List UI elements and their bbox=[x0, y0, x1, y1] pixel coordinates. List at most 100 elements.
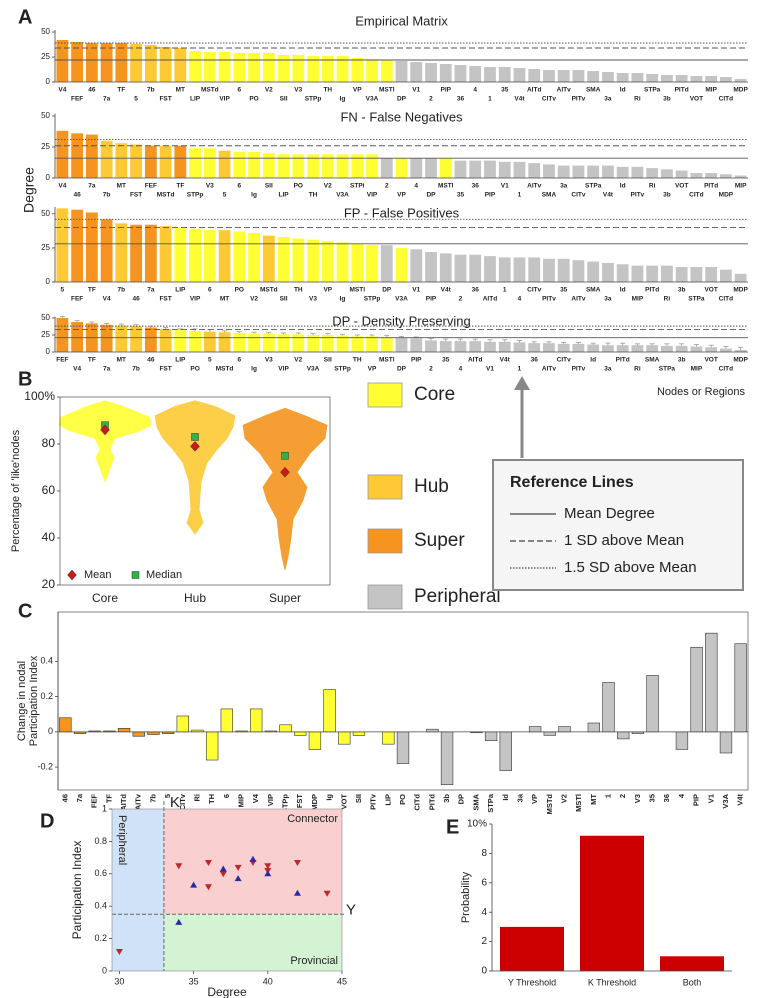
x-tick-label: AITv bbox=[134, 793, 143, 810]
point bbox=[323, 890, 331, 897]
x-tick-label: V4 bbox=[58, 87, 66, 94]
bar bbox=[616, 73, 629, 82]
bar bbox=[705, 173, 718, 178]
bar bbox=[454, 160, 467, 178]
bar bbox=[174, 145, 187, 178]
mean-marker bbox=[190, 440, 200, 452]
y-tick-label: 0 bbox=[46, 77, 51, 86]
median-marker bbox=[191, 433, 199, 441]
bar bbox=[528, 343, 541, 352]
bar bbox=[513, 68, 526, 82]
x-tick-label: 35 bbox=[501, 87, 509, 94]
x-tick-label: 36 bbox=[531, 357, 539, 364]
x-tick-label: MSTd bbox=[260, 287, 278, 294]
x-tick-label: V3 bbox=[265, 357, 273, 364]
y-tick-label: 6 bbox=[481, 877, 487, 888]
x-tick-label: CITd bbox=[719, 96, 733, 103]
bar bbox=[705, 267, 718, 282]
y-tick-label: 0 bbox=[46, 277, 51, 286]
bar bbox=[203, 52, 216, 82]
x-tick-label: 4 bbox=[459, 366, 463, 373]
bar bbox=[366, 336, 378, 352]
y-tick-label: 0.2 bbox=[94, 933, 107, 943]
legend-swatch bbox=[367, 528, 403, 554]
x-tick-label: LIP bbox=[190, 96, 201, 103]
bar bbox=[233, 231, 246, 282]
x-tick-label: LIP bbox=[175, 357, 186, 364]
bar bbox=[336, 242, 349, 282]
bar bbox=[498, 67, 511, 82]
bar bbox=[277, 237, 290, 282]
x-tick-label: PIP bbox=[485, 192, 496, 199]
x-tick-label: STPp bbox=[364, 296, 381, 303]
bar bbox=[543, 258, 555, 282]
bar bbox=[159, 47, 172, 82]
bar bbox=[543, 164, 555, 178]
bar bbox=[425, 63, 437, 82]
y-tick-label: 0.8 bbox=[94, 836, 107, 846]
bar bbox=[719, 269, 732, 282]
bar bbox=[336, 154, 349, 178]
bar bbox=[277, 334, 290, 352]
bar bbox=[469, 254, 482, 282]
y-tick-label: 100% bbox=[24, 389, 55, 403]
bar bbox=[130, 44, 142, 82]
x-tick-label: Ig bbox=[251, 366, 257, 373]
bar bbox=[380, 60, 393, 82]
x-tick-label: 5 bbox=[208, 357, 212, 364]
point bbox=[175, 863, 183, 870]
x-tick-label: FST bbox=[159, 296, 171, 303]
bar bbox=[100, 140, 113, 178]
bar bbox=[56, 208, 69, 282]
panel-letter: A bbox=[18, 6, 32, 28]
x-tick-label: PITv bbox=[369, 793, 378, 810]
bar bbox=[380, 245, 393, 282]
x-tick-label: TH bbox=[323, 87, 332, 94]
x-tick-label: MDP bbox=[733, 357, 748, 364]
bar bbox=[528, 163, 541, 178]
bar bbox=[631, 73, 644, 82]
y-tick-label: 0 bbox=[46, 347, 51, 356]
bar bbox=[631, 345, 644, 352]
bar bbox=[439, 341, 452, 352]
region-label: Provincial bbox=[290, 955, 338, 967]
x-tick-label: 3a bbox=[604, 96, 612, 103]
bar bbox=[616, 166, 629, 178]
x-tick-label: V3 bbox=[206, 183, 214, 190]
bar bbox=[484, 160, 496, 178]
x-tick-label: V4t bbox=[514, 96, 525, 103]
y-tick-label: 0 bbox=[46, 173, 51, 182]
x-tick-label: V2 bbox=[294, 357, 302, 364]
x-tick-label: TH bbox=[309, 192, 318, 199]
x-tick-label: SMA bbox=[586, 87, 601, 94]
bar bbox=[248, 232, 260, 282]
bar bbox=[690, 76, 703, 82]
reference-label: 1 SD above Mean bbox=[564, 532, 684, 549]
x-tick-label: Id bbox=[620, 183, 626, 190]
x-tick-label: Ig bbox=[251, 192, 257, 199]
bar bbox=[262, 235, 275, 282]
y-tick-label: 50 bbox=[41, 313, 50, 322]
x-tick-label: Ig bbox=[325, 794, 334, 801]
x-tick-label: 1 bbox=[518, 366, 522, 373]
bar bbox=[528, 69, 541, 82]
bar bbox=[248, 53, 260, 82]
bar bbox=[71, 133, 84, 178]
x-tick-label: 3a bbox=[560, 183, 568, 190]
x-tick-label: 6 bbox=[237, 357, 241, 364]
bar bbox=[513, 257, 526, 282]
bar bbox=[602, 345, 614, 352]
region bbox=[163, 914, 342, 971]
y-tick-label: 0 bbox=[481, 966, 487, 977]
y-tick-label: 0.6 bbox=[94, 868, 107, 878]
bar bbox=[307, 239, 319, 282]
x-tick-label: Ri bbox=[649, 183, 656, 190]
x-tick-label: V4t bbox=[500, 357, 511, 364]
legend-label: Core bbox=[414, 384, 455, 405]
x-tick-label: 7a bbox=[88, 183, 96, 190]
bar bbox=[484, 67, 496, 82]
bar bbox=[646, 74, 659, 82]
x-tick-label: MDP bbox=[310, 794, 319, 811]
x-tick-label: 35 bbox=[189, 976, 199, 986]
